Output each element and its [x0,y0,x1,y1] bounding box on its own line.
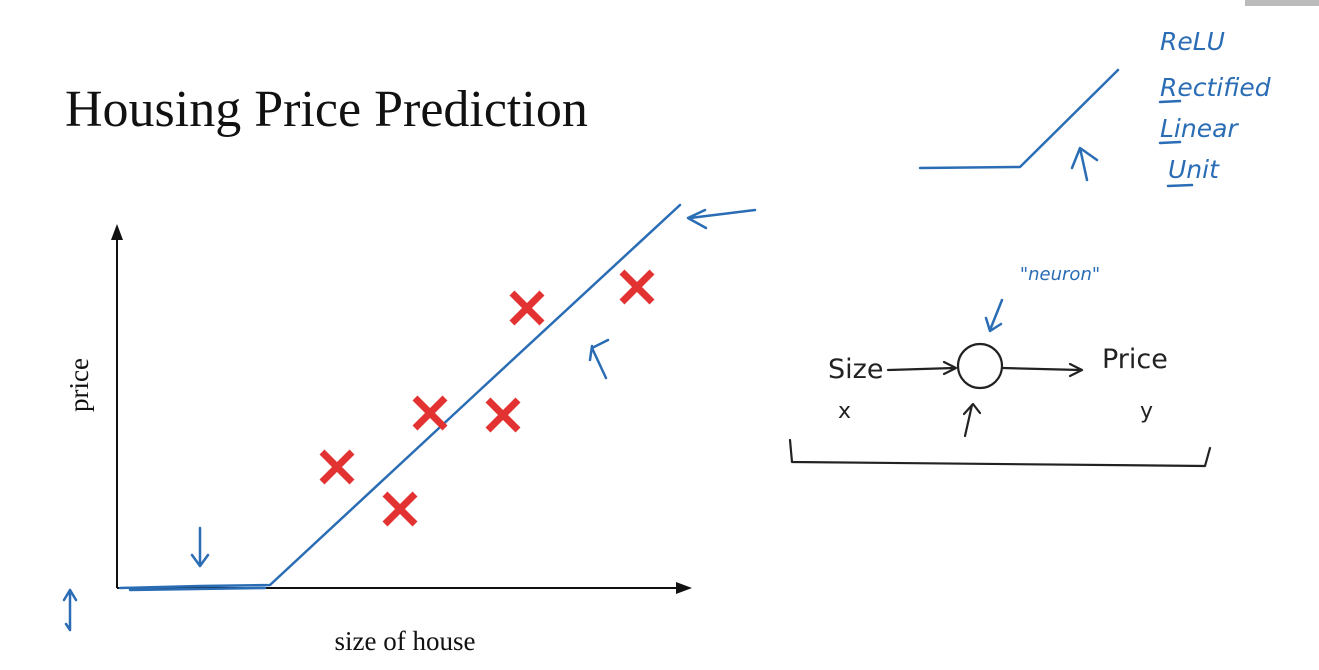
input-label: Size [828,354,883,385]
relu-sketch [918,68,1120,170]
x-axis-label: size of house [335,626,476,656]
neuron [956,342,1004,390]
y-axis-label: price [64,358,94,412]
relu-text: Unit [1168,155,1220,184]
fit-line-sketch [128,586,267,592]
output-label: Price [1102,344,1168,375]
plot-axes [111,224,692,594]
slide-title: Housing Price Prediction [65,81,588,138]
relu-text: Rectified [1160,73,1271,102]
neuron-pointer [984,298,1004,333]
data-points [319,269,655,527]
corner-bar [1245,0,1319,6]
input-symbol: x [838,399,851,424]
output-symbol: y [1140,399,1153,424]
relu-text: ReLU [1160,27,1225,56]
relu-fit-line [118,203,682,590]
relu-text: Linear [1160,114,1239,143]
annotation-arrows [62,146,1099,632]
underlines [1158,99,1194,188]
diagram-arrows [788,360,1212,468]
neuron-label: "neuron" [1020,264,1100,285]
